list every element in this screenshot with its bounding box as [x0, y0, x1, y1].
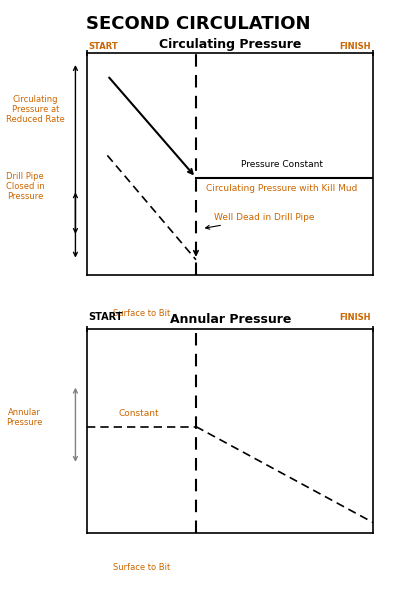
Title: Circulating Pressure: Circulating Pressure [159, 38, 301, 51]
Text: Circulating
Pressure at
Reduced Rate: Circulating Pressure at Reduced Rate [6, 95, 65, 124]
Text: SECOND CIRCULATION: SECOND CIRCULATION [86, 15, 311, 33]
Text: Circulating Pressure with Kill Mud: Circulating Pressure with Kill Mud [206, 184, 357, 193]
Text: Well Dead in Drill Pipe: Well Dead in Drill Pipe [206, 213, 315, 229]
Text: Drill Pipe
Closed in
Pressure: Drill Pipe Closed in Pressure [6, 172, 45, 201]
Text: Constant: Constant [118, 410, 159, 419]
Text: Pressure Constant: Pressure Constant [241, 160, 323, 169]
Text: START: START [88, 41, 118, 50]
Text: Surface to Bit: Surface to Bit [113, 308, 170, 317]
Text: START: START [88, 311, 123, 321]
Title: Annular Pressure: Annular Pressure [170, 313, 291, 326]
Text: Surface to Bit: Surface to Bit [113, 564, 170, 572]
Text: FINISH: FINISH [340, 41, 371, 50]
Text: Time or Pump Strokes: Time or Pump Strokes [177, 342, 284, 352]
Text: Annular
Pressure: Annular Pressure [6, 408, 42, 427]
Text: FINISH: FINISH [340, 313, 371, 321]
